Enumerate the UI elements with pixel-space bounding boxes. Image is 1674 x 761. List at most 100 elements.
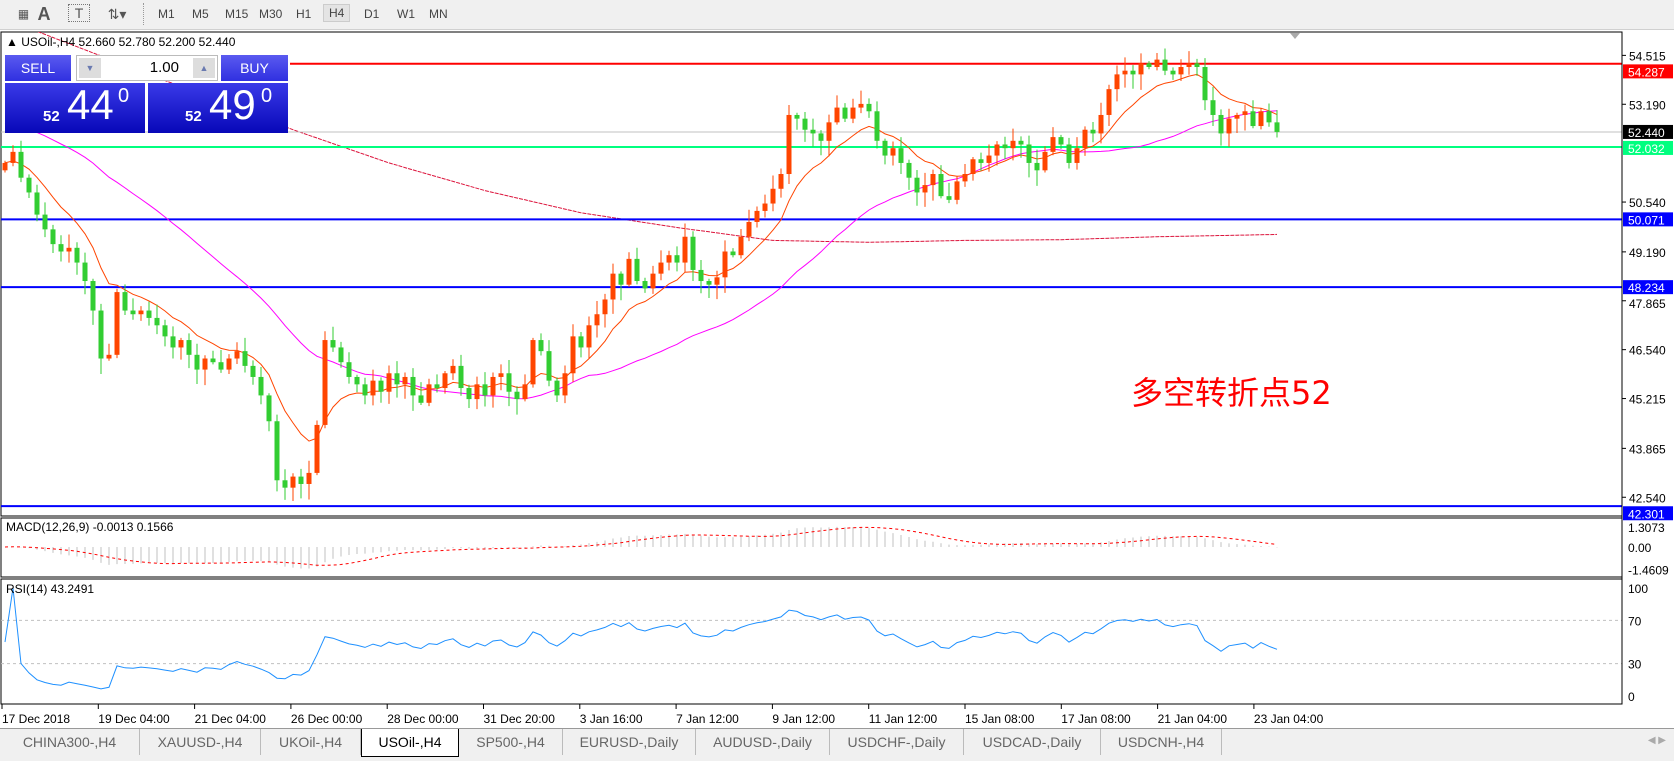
sell-button[interactable]: SELL xyxy=(5,55,71,81)
ma-mid-line xyxy=(4,110,1278,400)
timeframe-mn[interactable]: MN xyxy=(429,7,448,21)
candle xyxy=(778,168,784,198)
candle xyxy=(930,169,936,201)
collapse-triangle-icon[interactable]: ▲ xyxy=(6,35,22,49)
candle-body xyxy=(314,424,320,473)
candle-body xyxy=(714,277,720,285)
lot-increase-button[interactable]: ▲ xyxy=(193,58,215,78)
tab-xauusd[interactable]: XAUUSD-,H4 xyxy=(140,729,261,755)
tab-sp500[interactable]: SP500-,H4 xyxy=(459,729,563,755)
candle xyxy=(258,367,264,405)
rsi-panel xyxy=(0,578,1623,705)
candle-body xyxy=(402,376,408,385)
timeframe-w1[interactable]: W1 xyxy=(397,7,415,21)
rsi-tick-label: 0 xyxy=(1628,690,1635,704)
candle xyxy=(50,224,56,253)
candle xyxy=(314,420,320,476)
candle xyxy=(706,278,712,298)
candle-body xyxy=(50,229,56,245)
grid-icon[interactable]: ▦ xyxy=(17,7,29,21)
candle-body xyxy=(922,185,928,193)
timeframe-h1[interactable]: H1 xyxy=(296,7,312,21)
candle xyxy=(458,354,464,396)
tab-usdcad[interactable]: USDCAD-,Daily xyxy=(964,729,1101,755)
candle xyxy=(1186,51,1192,75)
macd-signal-line xyxy=(4,526,1278,566)
candle-body xyxy=(1154,59,1160,67)
tab-usoil[interactable]: USOil-,H4 xyxy=(361,729,459,757)
candle-body xyxy=(634,258,640,282)
timeframe-d1[interactable]: D1 xyxy=(364,7,380,21)
candle-body xyxy=(82,262,88,282)
candle-body xyxy=(426,384,432,403)
candle xyxy=(714,270,720,300)
candle-body xyxy=(1098,114,1104,134)
candle xyxy=(26,174,32,198)
tab-ukoil[interactable]: UKOil-,H4 xyxy=(261,729,361,755)
sell-price-box[interactable]: 52 44 0 xyxy=(5,81,145,133)
candle xyxy=(1162,48,1168,76)
candle xyxy=(522,374,528,402)
tab-usdchf[interactable]: USDCHF-,Daily xyxy=(830,729,964,755)
candle xyxy=(1234,112,1240,134)
lot-value[interactable]: 1.00 xyxy=(149,59,179,76)
timeframe-m30[interactable]: M30 xyxy=(259,7,283,21)
candle xyxy=(282,469,288,500)
candle-body xyxy=(578,336,584,348)
timeframe-h4[interactable]: H4 xyxy=(323,4,351,22)
candle-body xyxy=(546,351,552,381)
candle xyxy=(42,202,48,238)
candle xyxy=(146,301,152,326)
candle xyxy=(946,182,952,204)
candle xyxy=(370,369,376,406)
macd-tick-label: 0.00 xyxy=(1628,541,1652,555)
timeframe-m5[interactable]: M5 xyxy=(192,7,209,21)
text-label-icon[interactable]: T xyxy=(68,4,90,22)
tab-china300[interactable]: CHINA300-,H4 xyxy=(0,729,140,755)
price-chart[interactable]: 54.515 54.287 53.190 52.440 52.032 50.540 50.0… xyxy=(0,31,1674,728)
candle-body xyxy=(506,373,512,392)
candle xyxy=(2,160,8,173)
candle-body xyxy=(586,325,592,348)
candle-body xyxy=(562,373,568,396)
candle-body xyxy=(322,340,328,425)
candle xyxy=(1138,53,1144,90)
timeframe-m15[interactable]: M15 xyxy=(225,7,249,21)
candle-body xyxy=(226,358,232,370)
text-A-icon[interactable]: A xyxy=(37,4,51,24)
candle xyxy=(1170,67,1176,80)
tab-eurusd[interactable]: EURUSD-,Daily xyxy=(563,729,696,755)
candle-body xyxy=(778,174,784,189)
candle-body xyxy=(938,174,944,197)
candle xyxy=(1090,121,1096,143)
candle-body xyxy=(330,340,336,348)
rsi-tick-label: 30 xyxy=(1628,658,1642,672)
tab-usdcnh[interactable]: USDCNH-,H4 xyxy=(1101,729,1222,755)
candle-body xyxy=(1074,148,1080,163)
candle-body xyxy=(602,299,608,315)
candle xyxy=(234,342,240,365)
price-tick-label: 43.865 xyxy=(1629,442,1666,456)
buy-price-big: 52 xyxy=(185,108,202,125)
candle xyxy=(594,300,600,338)
tab-scroll-arrows-icon[interactable]: ◀ ▶ xyxy=(1647,735,1666,746)
buy-price-box[interactable]: 52 49 0 xyxy=(148,81,288,133)
time-label: 3 Jan 16:00 xyxy=(580,712,643,726)
candle xyxy=(914,169,920,206)
arrows-dropdown-icon[interactable]: ⇅▾ xyxy=(107,6,127,22)
buy-button[interactable]: BUY xyxy=(221,55,288,81)
tab-audusd[interactable]: AUDUSD-,Daily xyxy=(696,729,830,755)
chart-tabs: CHINA300-,H4 XAUUSD-,H4 UKOil-,H4 USOil-… xyxy=(0,728,1674,761)
price-badge-text: 42.301 xyxy=(1628,507,1665,521)
lot-size-input[interactable]: ▼ 1.00 ▲ xyxy=(76,55,218,81)
lot-decrease-button[interactable]: ▼ xyxy=(79,58,101,78)
candle xyxy=(58,235,64,262)
candle-body xyxy=(170,336,176,348)
candle xyxy=(1106,84,1112,127)
timeframe-m1[interactable]: M1 xyxy=(158,7,175,21)
candle-body xyxy=(1242,111,1248,115)
candle xyxy=(218,350,224,373)
candle xyxy=(690,231,696,282)
candle xyxy=(1098,102,1104,144)
price-badge-50.071 xyxy=(1623,212,1673,227)
